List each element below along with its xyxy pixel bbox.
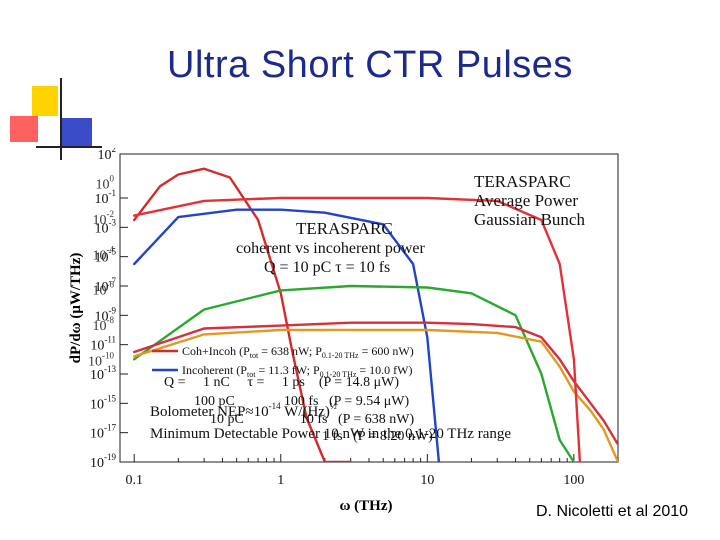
overlay-parameters: Q = 1 nC τ = 1 ps (P = 14.8 μW) 100 pC 1…: [164, 375, 433, 444]
decorative-horizontal-line: [36, 146, 102, 148]
y-tick-label: 10-5: [95, 247, 117, 266]
decorative-blue-square: [60, 118, 92, 148]
x-tick-label: 0.1: [125, 473, 142, 488]
overlay-y-tick-label: 100: [96, 174, 115, 193]
overlay-line-3: 10 pC 10 fs (P = 638 nW): [210, 412, 414, 427]
right-title-block: TERASPARC Average Power Gaussian Bunch: [474, 172, 585, 229]
legend-entry-incoherent: Incoherent (Ptot = 11.3 fW; P0.1-20 THz …: [182, 363, 412, 379]
x-tick-label: 1: [277, 473, 284, 488]
inset-params: Q = 10 pC τ = 10 fs: [264, 259, 390, 276]
overlay-line-2: 100 pC 100 fs (P = 9.54 μW): [194, 394, 409, 409]
inset-title: TERASPARC: [296, 219, 393, 238]
overlay-y-tick-label: 10-6: [93, 280, 115, 299]
y-tick-label: 102: [98, 148, 117, 163]
y-tick-label: 10-3: [95, 217, 117, 236]
series-line-3: [132, 284, 576, 462]
y-tick-label: 10-17: [90, 423, 116, 442]
inset-title-block: TERASPARC coherent vs incoherent power Q…: [236, 219, 425, 276]
y-tick-label: 10-15: [90, 393, 116, 412]
bolometer-note: Bolometer NEP≈10-14 W/(Hz)½: [150, 401, 337, 420]
right-title-line-3: Gaussian Bunch: [474, 210, 585, 229]
series-line-1: [132, 167, 352, 462]
inset-subtitle: coherent vs incoherent power: [236, 240, 425, 257]
series-line-2: [132, 208, 441, 462]
citation-credit: D. Nicoletti et al 2010: [536, 503, 689, 520]
x-axis-label: ω (THz): [339, 498, 392, 514]
y-axis-label: dP/dω (μW/THz): [68, 253, 84, 364]
decorative-yellow-square: [32, 86, 58, 116]
slide-title: Ultra Short CTR Pulses: [167, 44, 573, 86]
series-line-6: [132, 196, 582, 462]
decorative-vertical-line: [60, 78, 62, 160]
y-tick-label: 10-11: [90, 335, 116, 354]
overlay-y-tick-label: 10-8: [93, 315, 115, 334]
overlay-y-tick-label: 10-2: [93, 209, 115, 228]
series-line-4: [132, 328, 618, 462]
decorative-red-square: [10, 116, 38, 142]
right-title-line-2: Average Power: [474, 191, 578, 210]
y-tick-label: 10-1: [95, 188, 117, 207]
x-tick-label: 10: [420, 473, 434, 488]
legend: Coh+Incoh (Ptot = 638 nW; P0.1-20 THz = …: [152, 344, 414, 379]
overlay-line-1: Q = 1 nC τ = 1 ps (P = 14.8 μW): [164, 375, 399, 390]
series-line-5: [132, 321, 618, 446]
overlay-line-4: 1 fs (P = 8.20 nW): [322, 429, 433, 444]
right-title-line-1: TERASPARC: [474, 172, 571, 191]
x-tick-label: 100: [563, 473, 584, 488]
minimum-detectable-power-note: Minimum Detectable Power 10 nW in the 0.…: [150, 426, 511, 442]
overlay-y-tick-label: 10-10: [88, 350, 114, 369]
overlay-y-tick-label: 10-4: [93, 244, 115, 263]
y-tick-label: 10-19: [90, 452, 116, 471]
y-tick-label: 10-9: [95, 305, 117, 324]
y-tick-label: 10-7: [95, 276, 117, 295]
spectrum-chart: 0.1 1 10 10010210-110-310-510-710-910-1110-…: [68, 148, 619, 514]
y-tick-label: 10-13: [90, 364, 116, 383]
legend-entry-coh-incoh: Coh+Incoh (Ptot = 638 nW; P0.1-20 THz = …: [182, 344, 414, 360]
